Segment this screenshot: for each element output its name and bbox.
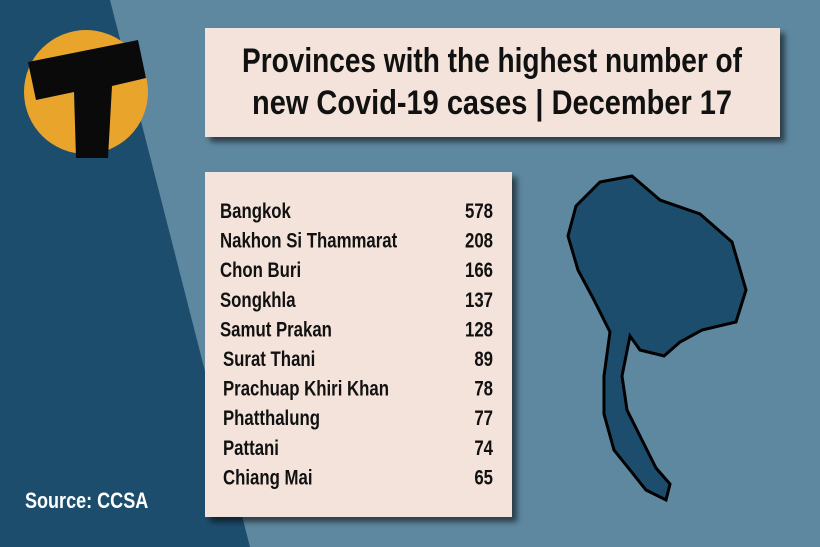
title-box: [205, 28, 780, 137]
province-name: Pattani: [223, 437, 279, 460]
province-name: Prachuap Khiri Khan: [223, 378, 389, 401]
thailand-map: [566, 174, 748, 503]
case-count: 137: [465, 289, 493, 312]
case-count: 166: [465, 260, 493, 283]
case-count: 77: [474, 408, 493, 431]
case-count: 578: [465, 200, 493, 223]
province-name: Chiang Mai: [223, 467, 313, 490]
case-count: 128: [465, 319, 493, 342]
province-name: Phatthalung: [223, 408, 320, 431]
case-count: 74: [474, 437, 493, 460]
province-name: Chon Buri: [220, 260, 301, 283]
case-count: 208: [465, 230, 493, 253]
source: Source: CCSA: [25, 489, 148, 513]
province-name: Surat Thani: [223, 348, 315, 371]
case-count: 78: [474, 378, 493, 401]
table: Bangkok 578 Nakhon Si Thammarat 208 Chon Bur…: [220, 200, 493, 490]
province-name: Samut Prakan: [220, 319, 332, 342]
province-name: Songkhla: [220, 289, 296, 312]
table-box: [205, 172, 512, 517]
title-line: Provinces with the highest number of: [242, 42, 743, 80]
case-count: 89: [474, 348, 493, 371]
logo: [24, 30, 148, 158]
province-name: Bangkok: [220, 200, 291, 223]
province-name: Nakhon Si Thammarat: [220, 230, 398, 253]
case-count: 65: [474, 467, 493, 490]
title-line: new Covid-19 cases | December 17: [252, 84, 732, 122]
